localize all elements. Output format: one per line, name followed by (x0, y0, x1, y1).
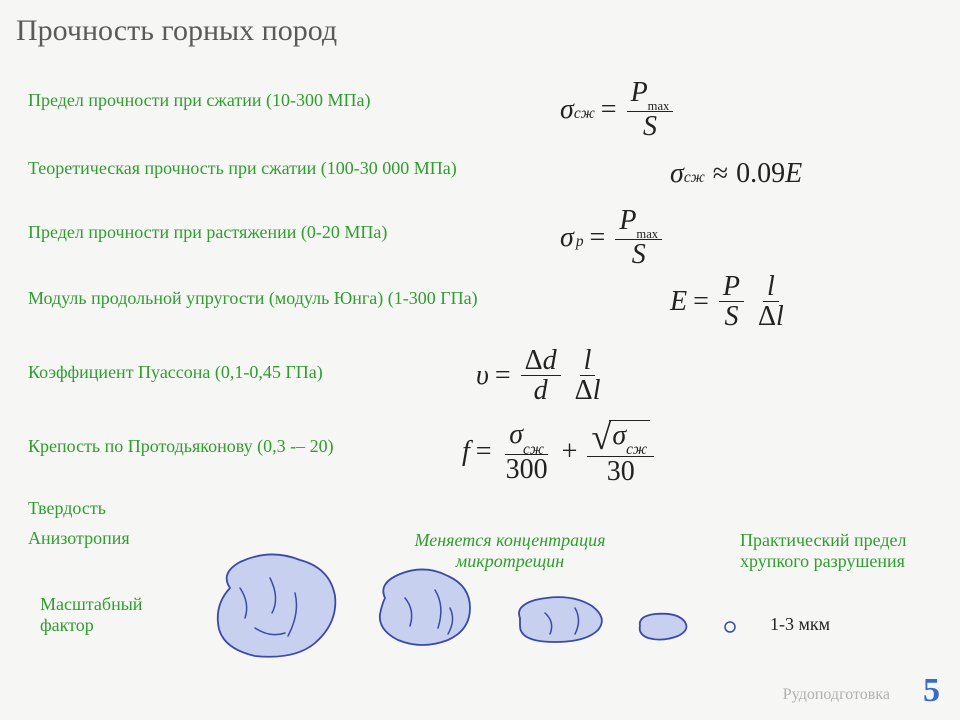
formula-sigma-szh: σсж = Pmax S (560, 78, 677, 141)
formula-E: E = P S l Δl (670, 272, 792, 332)
row2-label: Теоретическая прочность при сжатии (100-… (28, 158, 458, 179)
row8-label: Анизотропия (28, 528, 130, 549)
formula-poisson: υ = Δd d l Δl (476, 346, 608, 406)
footer-caption: Рудоподготовка (783, 686, 890, 704)
formula-sigma-p: σр = Pmax S (560, 206, 666, 269)
row1-label: Предел прочности при сжатии (10-300 МПа) (28, 90, 508, 111)
row5-label: Коэффициент Пуассона (0,1-0,45 ГПа) (28, 362, 458, 383)
page-number: 5 (923, 672, 940, 710)
page-title: Прочность горных пород (16, 14, 337, 48)
right-note-2: 1-3 мкм (770, 614, 830, 635)
right-note-1: Практический предел хрупкого разрушения (740, 530, 940, 572)
formula-f: f = σсж 300 + √ σсж 30 (462, 418, 658, 487)
row6-label: Крепость по Протодьяконову (0,3 -– 20) (28, 436, 448, 457)
formula-sigma-approx: σсж ≈ 0.09E (670, 158, 802, 190)
row3-label: Предел прочности при растяжении (0-20 МП… (28, 222, 508, 243)
row7-label: Твердость (28, 498, 106, 519)
row4-label: Модуль продольной упругости (модуль Юнга… (28, 288, 588, 309)
rocks-diagram (200, 548, 760, 688)
left-note: Масштабный фактор (40, 594, 190, 636)
